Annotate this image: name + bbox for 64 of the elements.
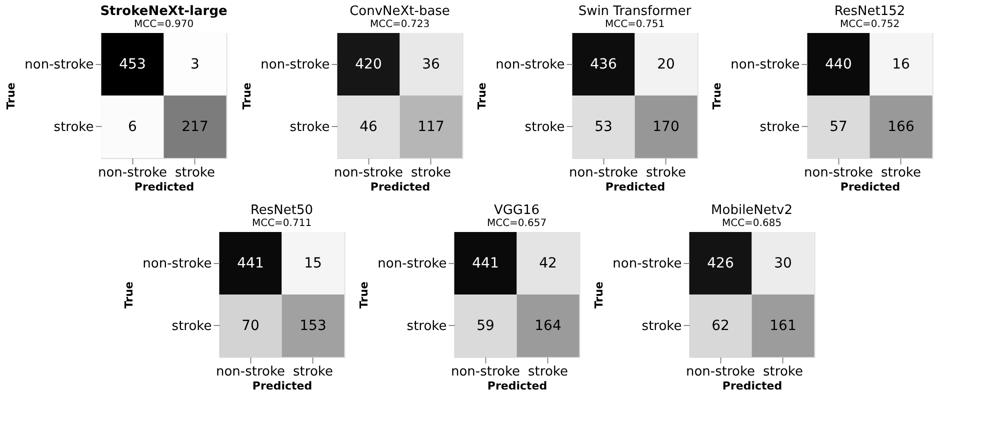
- y-axis-title: True: [240, 82, 254, 110]
- chart-title: Swin Transformer: [578, 4, 692, 19]
- chart-subtitle: MCC=0.657: [486, 218, 547, 229]
- data-label: 166: [888, 118, 914, 135]
- x-axis-title: Predicted: [370, 180, 430, 194]
- data-label: 153: [300, 318, 326, 334]
- data-label: 217: [182, 118, 208, 135]
- x-tick-label: stroke: [881, 166, 921, 180]
- x-tick-label: non-stroke: [686, 364, 756, 380]
- data-label: 440: [825, 56, 852, 72]
- data-label: 426: [707, 255, 734, 272]
- x-tick-label: non-stroke: [568, 166, 638, 180]
- y-axis-title: True: [4, 82, 18, 110]
- y-axis-title: True: [592, 281, 606, 309]
- data-label: 170: [652, 118, 680, 135]
- x-axis-title: Predicted: [252, 380, 312, 392]
- x-axis-title: Predicted: [840, 180, 900, 194]
- data-label: 46: [360, 118, 378, 135]
- data-label: 3: [190, 56, 200, 72]
- data-label: 6: [128, 118, 138, 135]
- data-label: 453: [119, 56, 146, 72]
- data-label: 20: [657, 56, 675, 72]
- chart-title: ConvNeXt-base: [350, 4, 450, 19]
- chart-subtitle: MCC=0.685: [722, 218, 782, 229]
- chart-subtitle: MCC=0.970: [134, 19, 194, 30]
- data-label: 42: [539, 255, 557, 272]
- data-label: 62: [712, 318, 730, 334]
- x-tick-label: non-stroke: [334, 166, 404, 180]
- data-label: 57: [830, 118, 848, 135]
- data-label: 36: [422, 56, 440, 72]
- data-label: 161: [770, 318, 796, 334]
- chart-subtitle: MCC=0.711: [252, 218, 312, 229]
- chart-subtitle: MCC=0.751: [604, 19, 665, 30]
- chart-title: VGG16: [494, 203, 540, 218]
- data-label: 15: [304, 255, 322, 272]
- x-tick-label: non-stroke: [804, 166, 874, 180]
- x-axis-title: Predicted: [722, 380, 782, 392]
- data-label: 53: [594, 118, 612, 135]
- x-axis-title: Predicted: [134, 180, 194, 194]
- chart-subtitle: MCC=0.752: [840, 19, 900, 30]
- chart-subtitle: MCC=0.723: [370, 19, 430, 30]
- chart-title: ResNet152: [834, 4, 906, 19]
- x-tick-label: non-stroke: [98, 166, 168, 180]
- x-tick-label: non-stroke: [216, 364, 286, 380]
- y-axis-title: True: [476, 82, 489, 110]
- data-label: 441: [472, 255, 499, 272]
- x-axis-title: Predicted: [605, 180, 666, 194]
- data-label: 30: [774, 255, 792, 272]
- data-label: 164: [534, 318, 562, 334]
- chart-title: StrokeNeXt-large: [100, 4, 228, 19]
- data-label: 16: [892, 56, 910, 72]
- data-label: 70: [242, 318, 260, 334]
- y-axis-title: True: [710, 82, 724, 110]
- chart-title: ResNet50: [250, 203, 314, 218]
- x-tick-label: non-stroke: [450, 364, 520, 380]
- y-axis-title: True: [122, 281, 136, 309]
- data-label: 117: [418, 118, 444, 135]
- data-label: 441: [237, 255, 264, 272]
- chart-title: MobileNetv2: [711, 203, 792, 218]
- y-axis-title: True: [358, 281, 371, 309]
- data-label: 59: [476, 318, 494, 334]
- data-label: 420: [355, 56, 382, 72]
- x-axis-title: Predicted: [487, 380, 548, 392]
- data-label: 436: [590, 56, 617, 72]
